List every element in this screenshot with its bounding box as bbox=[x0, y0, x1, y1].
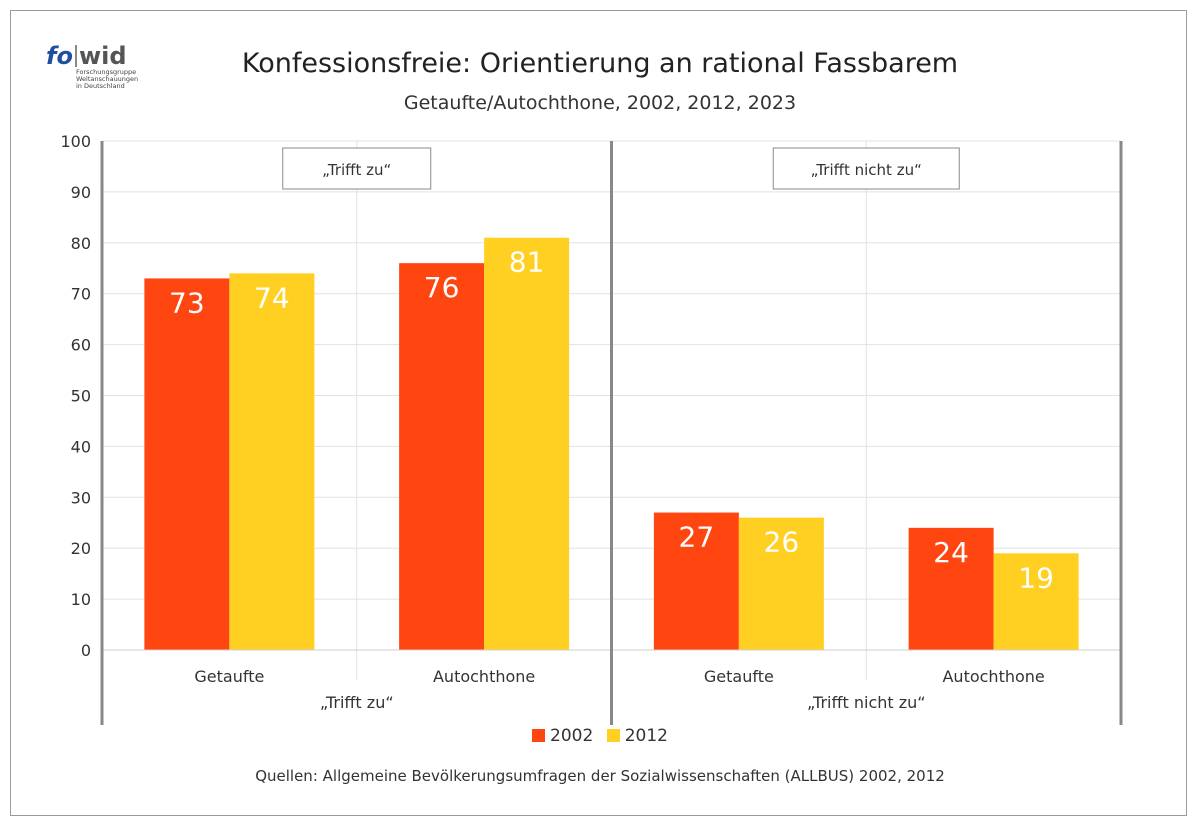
legend-swatch-2002 bbox=[532, 729, 546, 742]
bar-data-label: 26 bbox=[764, 526, 800, 559]
legend-label-2002: 2002 bbox=[550, 726, 594, 746]
legend: 2002 2012 bbox=[0, 726, 1200, 746]
bar-2002 bbox=[908, 527, 994, 650]
y-tick-label: 60 bbox=[71, 336, 91, 355]
y-tick-label: 70 bbox=[71, 285, 91, 304]
logo-separator bbox=[74, 45, 77, 67]
group-box-label: „Trifft zu“ bbox=[322, 161, 391, 179]
bar-data-label: 76 bbox=[424, 271, 460, 304]
x-category-label: Getaufte bbox=[194, 667, 264, 686]
bar-2012 bbox=[738, 517, 824, 650]
bar-2012 bbox=[993, 553, 1079, 650]
logo-subtitle: Forschungsgruppe Weltanschauungen in Deu… bbox=[76, 69, 156, 90]
y-tick-label: 80 bbox=[71, 234, 91, 253]
bar-data-label: 73 bbox=[169, 286, 205, 319]
logo-fo-text: fo bbox=[46, 42, 73, 70]
bar-2012 bbox=[484, 237, 570, 650]
bar-2002 bbox=[144, 278, 230, 650]
x-group-label: „Trifft zu“ bbox=[320, 693, 394, 712]
bar-data-label: 27 bbox=[679, 521, 715, 554]
y-tick-label: 0 bbox=[81, 641, 91, 660]
legend-swatch-2012 bbox=[606, 729, 620, 742]
legend-label-2012: 2012 bbox=[624, 726, 668, 746]
x-group-label: „Trifft nicht zu“ bbox=[807, 693, 926, 712]
y-tick-label: 20 bbox=[71, 539, 91, 558]
bar-data-label: 24 bbox=[933, 536, 969, 569]
y-tick-label: 10 bbox=[71, 590, 91, 609]
group-box-label: „Trifft nicht zu“ bbox=[811, 161, 922, 179]
legend-item-2002: 2002 bbox=[532, 726, 593, 746]
x-category-label: Getaufte bbox=[704, 667, 774, 686]
x-category-label: Autochthone bbox=[942, 667, 1044, 686]
bar-2002 bbox=[399, 263, 485, 650]
group-label-box bbox=[772, 147, 960, 190]
source-note: Quellen: Allgemeine Bevölkerungsumfragen… bbox=[255, 767, 945, 785]
chart-frame bbox=[10, 10, 1187, 816]
logo-line: Weltanschauungen bbox=[76, 75, 139, 83]
chart-title: Konfessionsfreie: Orientierung an ration… bbox=[241, 48, 959, 79]
group-label-box bbox=[282, 147, 432, 190]
chart-subtitle: Getaufte/Autochthone, 2002, 2012, 2023 bbox=[403, 92, 797, 114]
x-category-label: Autochthone bbox=[433, 667, 535, 686]
legend-item-2012: 2012 bbox=[606, 726, 668, 746]
logo-line: in Deutschland bbox=[76, 82, 125, 90]
logo-wid-text: wid bbox=[78, 42, 127, 70]
bar-data-label: 81 bbox=[509, 246, 545, 279]
y-tick-label: 90 bbox=[71, 183, 91, 202]
fowid-logo: fo wid Forschungsgruppe Weltanschauungen … bbox=[46, 44, 156, 108]
bar-2012 bbox=[229, 273, 315, 650]
y-tick-label: 50 bbox=[71, 387, 91, 406]
bar-data-label: 19 bbox=[1018, 561, 1054, 594]
y-tick-label: 100 bbox=[60, 132, 91, 151]
bar-data-label: 74 bbox=[254, 281, 290, 314]
y-tick-label: 30 bbox=[71, 488, 91, 507]
y-tick-label: 40 bbox=[71, 437, 91, 456]
logo-line: Forschungsgruppe bbox=[76, 68, 137, 76]
bar-2002 bbox=[653, 512, 739, 650]
